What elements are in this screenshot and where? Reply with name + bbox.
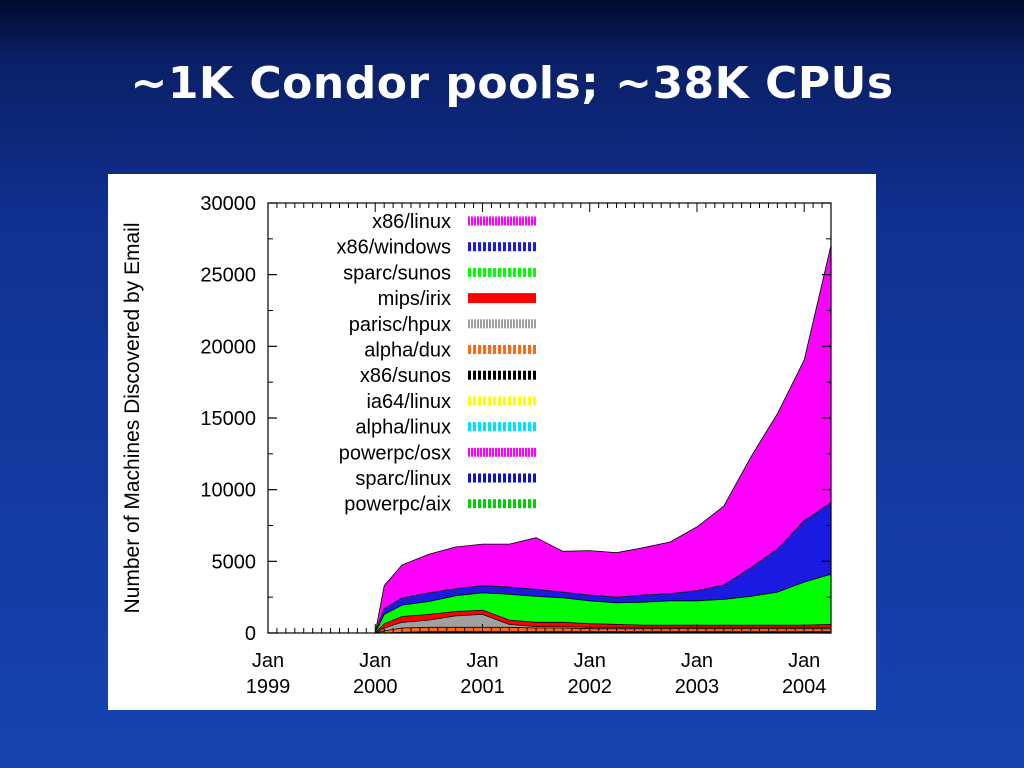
legend-label: x86/sunos bbox=[360, 365, 451, 387]
legend-label: sparc/sunos bbox=[343, 262, 451, 284]
legend-swatch bbox=[468, 422, 536, 432]
legend-swatch bbox=[468, 447, 536, 457]
legend-label: x86/windows bbox=[336, 237, 451, 259]
x-tick-label-year: 2001 bbox=[460, 676, 505, 698]
legend-swatch bbox=[468, 242, 536, 252]
legend-label: x86/linux bbox=[372, 211, 451, 233]
y-tick-label: 0 bbox=[245, 623, 256, 645]
x-tick-label-year: 2002 bbox=[567, 676, 612, 698]
x-axis: Jan 1999 Jan 2000 Jan 2001 Jan 2002 Jan 2003 Jan 20… bbox=[246, 203, 832, 698]
legend-label: mips/irix bbox=[378, 288, 451, 310]
y-tick-label: 10000 bbox=[200, 480, 256, 502]
legend-label: alpha/dux bbox=[364, 340, 451, 362]
x-tick-label-year: 2003 bbox=[675, 676, 720, 698]
y-tick-label: 30000 bbox=[200, 193, 256, 215]
legend-label: ia64/linux bbox=[366, 391, 451, 413]
y-axis-label: Number of Machines Discovered by Email bbox=[121, 223, 144, 614]
y-tick-label: 25000 bbox=[200, 265, 256, 287]
legend-label: powerpc/osx bbox=[339, 442, 451, 464]
legend-swatch bbox=[468, 293, 536, 304]
x-tick-label-month: Jan bbox=[788, 650, 820, 672]
chart-panel: 0 5000 10000 15000 20000 25000 30000 Jan 1999 Ja… bbox=[108, 174, 876, 710]
x-tick-label-month: Jan bbox=[574, 650, 606, 672]
legend-swatch bbox=[468, 499, 536, 509]
legend-swatch bbox=[468, 267, 536, 277]
x-tick-label-month: Jan bbox=[359, 650, 391, 672]
slide-title: ~1K Condor pools; ~38K CPUs bbox=[130, 58, 894, 109]
legend-swatch bbox=[468, 370, 536, 380]
x-tick-label-month: Jan bbox=[466, 650, 498, 672]
y-tick-label: 15000 bbox=[200, 408, 256, 430]
legend-swatch bbox=[468, 345, 536, 354]
legend-swatch bbox=[468, 319, 536, 329]
x-tick-label-year: 2004 bbox=[782, 676, 827, 698]
legend: x86/linux x86/windows sparc/sunos mips/irix… bbox=[336, 211, 536, 516]
y-tick-label: 5000 bbox=[212, 551, 257, 573]
legend-label: powerpc/aix bbox=[344, 494, 451, 516]
legend-swatch bbox=[468, 473, 536, 483]
x-tick-label-month: Jan bbox=[252, 650, 284, 672]
legend-swatch bbox=[468, 396, 536, 406]
legend-label: parisc/hpux bbox=[349, 314, 451, 336]
y-tick-label: 20000 bbox=[200, 336, 256, 358]
x-tick-label-year: 1999 bbox=[246, 676, 291, 698]
legend-label: sparc/linux bbox=[355, 468, 451, 490]
area-x86-linux bbox=[374, 245, 832, 634]
x-tick-label-year: 2000 bbox=[353, 676, 398, 698]
y-axis: 0 5000 10000 15000 20000 25000 30000 bbox=[200, 193, 831, 645]
legend-label: alpha/linux bbox=[355, 417, 451, 439]
x-tick-label-month: Jan bbox=[681, 650, 713, 672]
legend-swatch bbox=[468, 216, 536, 226]
